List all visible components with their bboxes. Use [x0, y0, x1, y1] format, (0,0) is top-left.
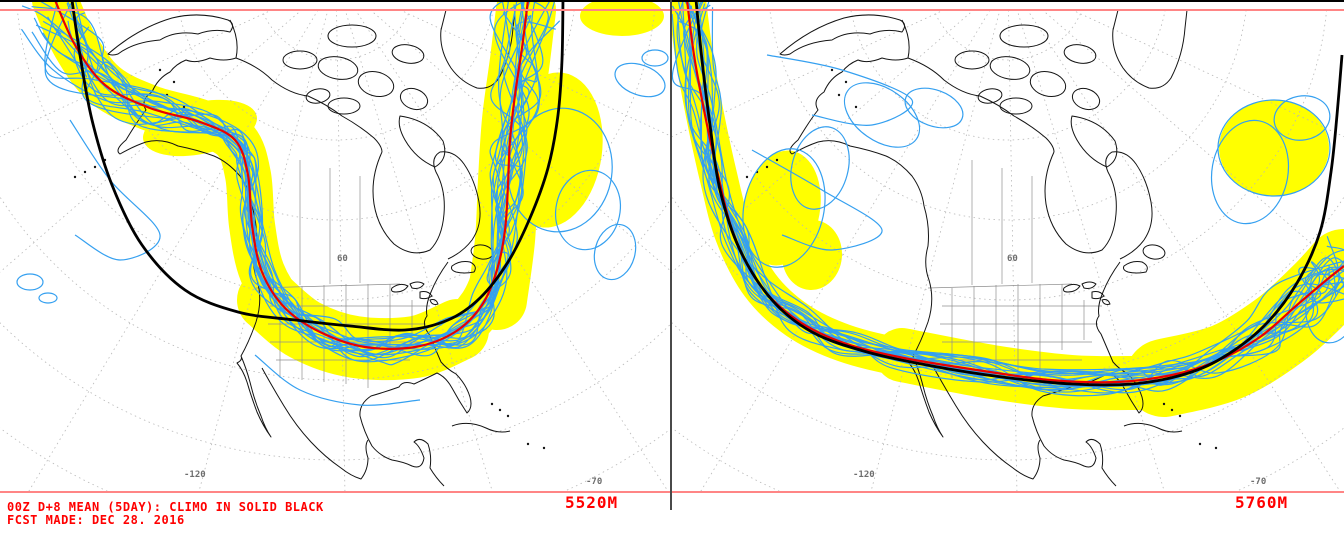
map-panel-left: -120 60 -70 5520M: [0, 0, 672, 512]
spaghetti-map-right: [672, 0, 1344, 491]
longitude-label-120w: -120: [853, 470, 875, 480]
contour-level-label-5760m: 5760M: [1235, 493, 1289, 512]
map-panel-right: -120 60 -70 5760M: [672, 0, 1344, 537]
longitude-label-70w: -70: [586, 477, 603, 487]
forecast-title-text: 00Z D+8 MEAN (5DAY): CLIMO IN SOLID BLAC…: [7, 500, 324, 514]
image-top-border: [0, 0, 1344, 2]
longitude-label-120w: -120: [184, 470, 206, 480]
map-frame-line-bottom: [0, 491, 1344, 493]
contour-level-label-5520m: 5520M: [565, 493, 619, 512]
longitude-label-70w: -70: [1250, 477, 1267, 487]
latitude-label-60: 60: [1007, 254, 1018, 264]
forecast-made-text: FCST MADE: DEC 28. 2016: [7, 513, 185, 527]
map-frame-line-top: [0, 9, 1344, 11]
latitude-label-60: 60: [337, 254, 348, 264]
spaghetti-map-left: [0, 0, 672, 491]
panel-divider: [670, 0, 672, 510]
